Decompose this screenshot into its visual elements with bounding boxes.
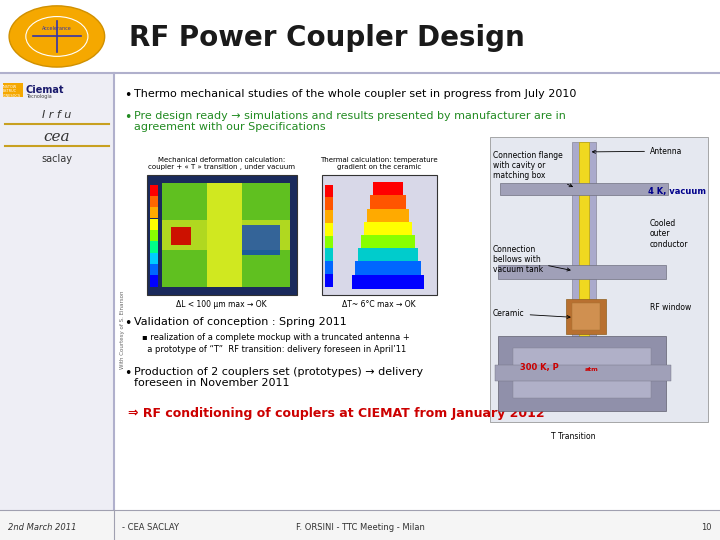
Bar	[325, 185, 333, 197]
Text: 4 K, vacuum: 4 K, vacuum	[648, 186, 706, 195]
Text: Tecnologia: Tecnologia	[26, 94, 52, 99]
Bar	[150, 253, 158, 264]
Text: Connection flange
with cavity or
matching box: Connection flange with cavity or matchin…	[493, 151, 572, 187]
Bar	[513, 348, 651, 397]
FancyBboxPatch shape	[207, 183, 242, 287]
Bar	[371, 195, 407, 210]
Text: Thermo mechanical studies of the whole coupler set in progress from July 2010: Thermo mechanical studies of the whole c…	[134, 89, 576, 99]
Text: a prototype of “T”  RF transition: delivery foreseen in April’11: a prototype of “T” RF transition: delive…	[142, 345, 406, 354]
Bar	[322, 175, 437, 295]
Bar	[572, 303, 600, 330]
Bar	[325, 222, 333, 235]
FancyBboxPatch shape	[171, 227, 191, 245]
Text: ΔL < 100 μm max → OK: ΔL < 100 μm max → OK	[176, 300, 267, 309]
Text: Production of 2 couplers set (prototypes) → delivery
foreseen in November 2011: Production of 2 couplers set (prototypes…	[134, 367, 423, 388]
Bar	[325, 261, 333, 274]
Bar	[150, 275, 158, 287]
Bar	[566, 299, 606, 334]
Text: Cooled
outer
conductor: Cooled outer conductor	[650, 219, 688, 249]
Bar	[579, 142, 589, 370]
Bar	[364, 222, 413, 236]
Bar	[150, 230, 158, 241]
Text: cea: cea	[44, 130, 70, 144]
Bar	[572, 142, 595, 370]
Text: 2nd March 2011: 2nd March 2011	[8, 523, 76, 531]
Text: I r f u: I r f u	[42, 110, 71, 120]
Text: INSTOW
ESTRUC
CINESOCS: INSTOW ESTRUC CINESOCS	[3, 85, 21, 98]
Text: •: •	[124, 89, 131, 102]
Text: Connection
bellows with
vacuum tank: Connection bellows with vacuum tank	[493, 245, 570, 274]
Text: ⇒ RF conditioning of couplers at CIEMAT from January 2012: ⇒ RF conditioning of couplers at CIEMAT …	[127, 407, 544, 420]
Bar	[367, 208, 410, 222]
Text: Validation of conception : Spring 2011: Validation of conception : Spring 2011	[134, 317, 346, 327]
Text: Ceramic: Ceramic	[493, 309, 570, 319]
Bar	[0, 73, 114, 540]
Text: saclay: saclay	[41, 154, 73, 164]
FancyBboxPatch shape	[162, 220, 289, 250]
Bar	[150, 219, 158, 230]
Text: T Transition: T Transition	[551, 432, 595, 441]
Bar	[150, 185, 158, 196]
Text: ΔT~ 6°C max → OK: ΔT~ 6°C max → OK	[343, 300, 416, 309]
Bar	[490, 137, 708, 422]
Text: With Courtesy of S. Einarson: With Courtesy of S. Einarson	[120, 291, 125, 369]
Bar	[325, 197, 333, 210]
Bar	[498, 265, 666, 279]
Text: Ciemat: Ciemat	[26, 85, 65, 95]
Text: F. ORSINI - TTC Meeting - Milan: F. ORSINI - TTC Meeting - Milan	[296, 523, 424, 531]
Bar	[147, 175, 297, 295]
Bar	[356, 261, 421, 275]
Bar	[150, 241, 158, 253]
Text: - CEA SACLAY: - CEA SACLAY	[122, 523, 179, 531]
Bar	[325, 274, 333, 287]
Bar	[3, 83, 23, 97]
Text: ▪ realization of a complete mockup with a truncated antenna +: ▪ realization of a complete mockup with …	[142, 333, 410, 342]
Bar	[150, 196, 158, 207]
Bar	[361, 235, 415, 249]
Ellipse shape	[9, 6, 104, 67]
Text: RF Power Coupler Design: RF Power Coupler Design	[129, 24, 524, 52]
Bar	[325, 235, 333, 248]
Bar	[325, 210, 333, 222]
Text: RF window: RF window	[650, 303, 691, 313]
Bar	[500, 183, 668, 195]
Bar	[0, 0, 720, 73]
Bar	[498, 336, 666, 410]
Text: Pre design ready → simulations and results presented by manufacturer are in
agre: Pre design ready → simulations and resul…	[134, 111, 566, 132]
Bar	[495, 366, 671, 381]
Text: Mechanical deformation calculation:
coupler + « T » transition , under vacuum: Mechanical deformation calculation: coup…	[148, 157, 295, 170]
Text: atm: atm	[585, 367, 599, 372]
Text: 300 K, P: 300 K, P	[520, 363, 559, 372]
Bar	[353, 274, 425, 289]
Text: 10: 10	[701, 523, 712, 531]
Bar	[359, 248, 418, 262]
Bar	[325, 248, 333, 261]
FancyBboxPatch shape	[162, 183, 289, 287]
Bar	[0, 510, 720, 540]
FancyBboxPatch shape	[242, 225, 280, 255]
Text: Antenna: Antenna	[593, 147, 683, 156]
Bar	[150, 264, 158, 275]
Text: •: •	[124, 317, 131, 330]
Text: Thermal calculation: temperature
gradient on the ceramic: Thermal calculation: temperature gradien…	[320, 157, 438, 170]
Text: •: •	[124, 367, 131, 380]
Text: Accelerance: Accelerance	[42, 26, 72, 31]
Text: •: •	[124, 111, 131, 124]
Bar	[374, 182, 403, 197]
Bar	[150, 207, 158, 219]
